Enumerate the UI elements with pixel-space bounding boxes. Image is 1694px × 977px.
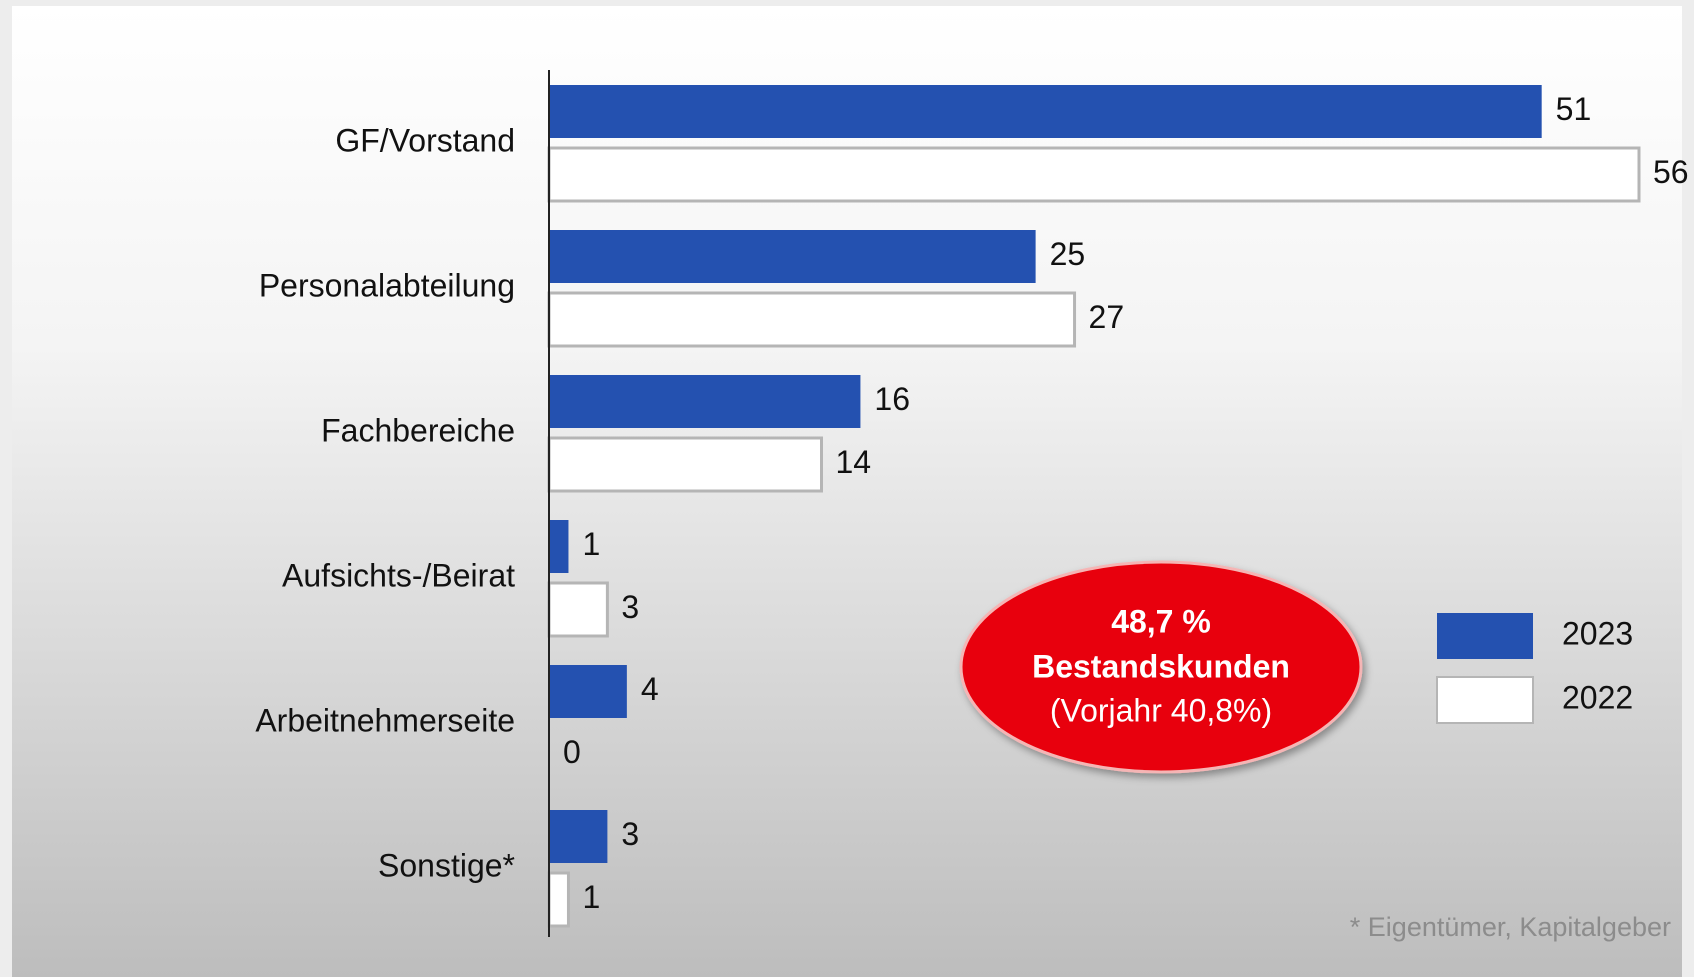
annotation-headline: 48,7 % [1111,603,1211,639]
highlight-ellipse [959,560,1363,774]
bar [549,665,627,718]
legend-label: 2023 [1562,615,1633,651]
bar [547,871,570,928]
value-label: 51 [1556,91,1592,127]
category-label: Aufsichts-/Beirat [282,557,515,593]
category-label: GF/Vorstand [335,122,515,158]
bar [547,581,609,638]
value-label: 3 [621,816,639,852]
category-label: Arbeitnehmerseite [255,702,515,738]
legend-swatch [1436,676,1534,724]
bar [549,520,569,573]
legend-swatch [1437,613,1533,659]
bar [549,810,608,863]
bar [547,436,823,493]
value-label: 3 [621,589,639,625]
value-label: 14 [836,444,872,480]
footnote: * Eigentümer, Kapitalgeber [1350,912,1671,942]
value-label: 0 [563,734,581,770]
legend-label: 2022 [1562,679,1633,715]
bar [547,146,1641,203]
value-label: 16 [874,381,910,417]
bar [549,85,1542,138]
category-label: Sonstige* [378,847,515,883]
value-label: 56 [1653,154,1689,190]
annotation-subline: Bestandskunden [1032,648,1290,684]
bar [547,291,1077,348]
category-label: Personalabteilung [259,267,515,303]
value-label: 4 [641,671,659,707]
annotation-note: (Vorjahr 40,8%) [1050,692,1272,728]
value-label: 1 [582,526,600,562]
value-label: 27 [1089,299,1125,335]
value-label: 1 [582,879,600,915]
value-label: 25 [1050,236,1086,272]
bar [549,375,861,428]
bar [549,230,1036,283]
category-label: Fachbereiche [321,412,515,448]
